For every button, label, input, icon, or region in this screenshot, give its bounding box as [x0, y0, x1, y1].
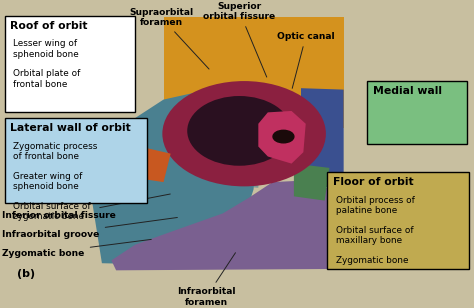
Text: Nasal bone: Nasal bone — [318, 172, 410, 184]
Text: Superior
orbital fissure: Superior orbital fissure — [203, 2, 275, 77]
Text: Orbital process of
palatine bone: Orbital process of palatine bone — [336, 196, 414, 215]
FancyBboxPatch shape — [5, 118, 147, 204]
Text: (b): (b) — [17, 269, 35, 279]
Circle shape — [273, 130, 294, 143]
Ellipse shape — [187, 96, 292, 166]
Text: Orbital surface of
maxillary bone: Orbital surface of maxillary bone — [336, 226, 413, 245]
Text: Greater wing of
sphenoid bone: Greater wing of sphenoid bone — [13, 172, 82, 191]
Text: Optic canal: Optic canal — [277, 32, 335, 88]
Text: Floor of orbit: Floor of orbit — [333, 177, 413, 187]
Polygon shape — [301, 88, 344, 188]
FancyBboxPatch shape — [327, 172, 469, 269]
Text: Lateral wall of orbit: Lateral wall of orbit — [10, 123, 131, 133]
Polygon shape — [135, 147, 171, 182]
Text: Zygomatic bone: Zygomatic bone — [336, 256, 408, 265]
Text: Orbital surface of
zygomatic bone: Orbital surface of zygomatic bone — [13, 202, 91, 221]
FancyBboxPatch shape — [367, 81, 467, 144]
Polygon shape — [294, 164, 329, 201]
Text: Infraorbital
foramen: Infraorbital foramen — [177, 253, 236, 307]
Text: Lesser wing of
sphenoid bone: Lesser wing of sphenoid bone — [13, 39, 79, 59]
Text: Zygomatic process
of frontal bone: Zygomatic process of frontal bone — [13, 142, 98, 161]
FancyBboxPatch shape — [5, 16, 135, 112]
Polygon shape — [175, 98, 263, 188]
Ellipse shape — [162, 81, 326, 186]
Text: Orbital plate of
frontal bone: Orbital plate of frontal bone — [13, 69, 81, 89]
Polygon shape — [111, 181, 341, 270]
Polygon shape — [258, 111, 306, 164]
Text: Roof of orbit: Roof of orbit — [10, 21, 88, 31]
Text: Medial wall: Medial wall — [373, 86, 442, 96]
Polygon shape — [92, 90, 258, 265]
Polygon shape — [164, 17, 344, 128]
Text: Supraorbital
foramen: Supraorbital foramen — [129, 8, 209, 69]
Text: Zygomatic bone: Zygomatic bone — [2, 239, 151, 258]
Text: Inferior orbital fissure: Inferior orbital fissure — [2, 194, 170, 220]
Text: Infraorbital groove: Infraorbital groove — [2, 217, 177, 239]
